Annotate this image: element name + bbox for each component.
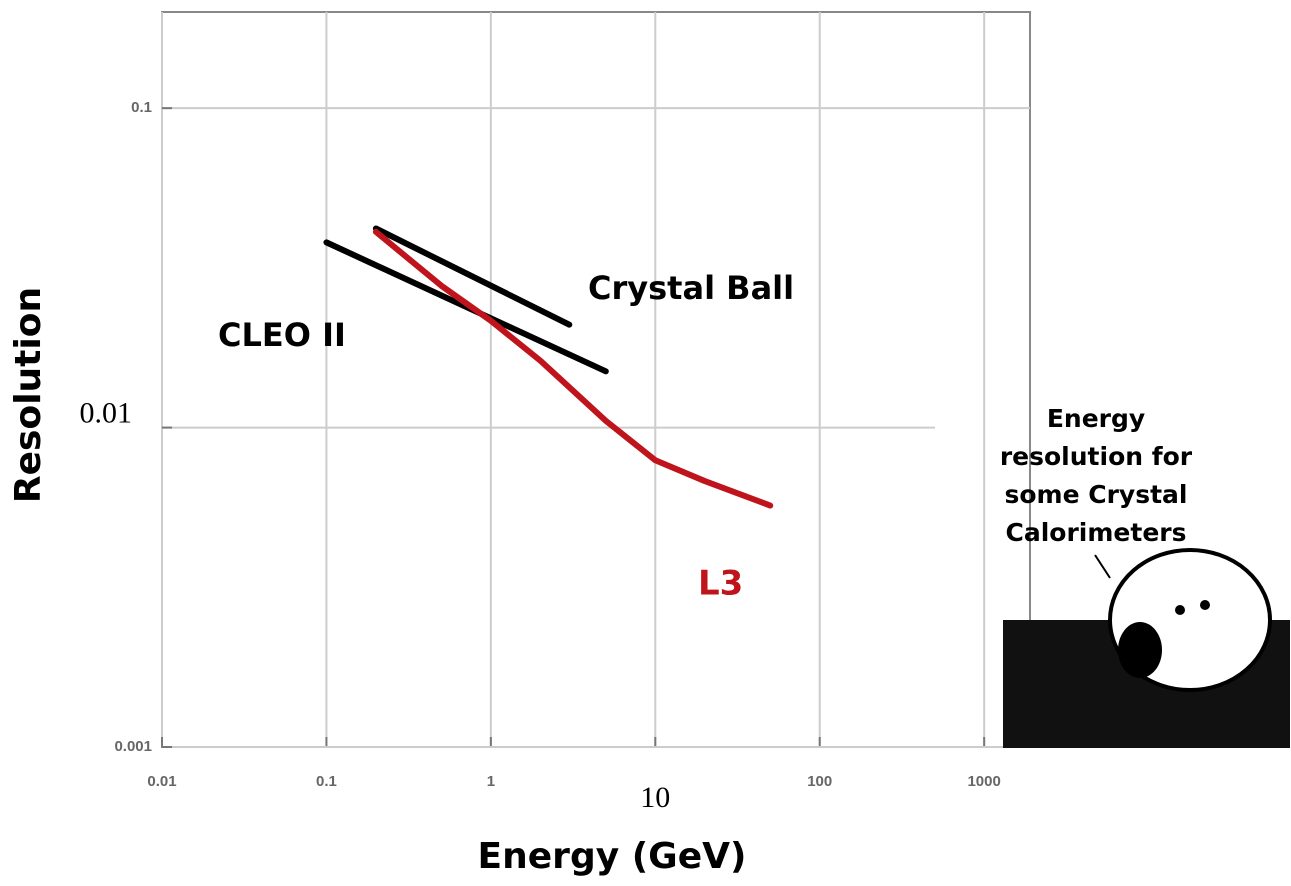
cartoon-eye	[1200, 600, 1210, 610]
x-tick-label: 1000	[967, 773, 1000, 790]
x-axis-label: Energy (GeV)	[478, 836, 747, 877]
annotation: Energy	[1047, 404, 1145, 433]
speech-pointer	[1094, 554, 1111, 579]
cartoon-mouth	[1118, 622, 1162, 678]
series-label: CLEO II	[218, 316, 346, 354]
series-line	[372, 228, 774, 509]
series-label: Crystal Ball	[588, 269, 794, 307]
cartoon-eye	[1175, 605, 1185, 615]
y-tick-label: 0.1	[131, 99, 152, 116]
annotation: some Crystal	[1004, 480, 1187, 509]
annotation: Calorimeters	[1006, 518, 1187, 547]
y-tick-label: 0.001	[114, 738, 152, 755]
series-line	[372, 225, 573, 328]
y-tick-label: 0.01	[80, 396, 133, 429]
cartoon	[1003, 548, 1290, 748]
x-tick-label: 100	[807, 773, 832, 790]
series-label: L3	[698, 564, 743, 604]
x-tick-label: 1	[487, 773, 495, 790]
x-tick-label: 10	[640, 781, 670, 814]
plot-frame	[161, 11, 1031, 748]
y-axis-label: Resolution	[8, 287, 49, 503]
annotation: resolution for	[1000, 442, 1193, 471]
x-tick-label: 0.01	[147, 773, 176, 790]
x-tick-label: 0.1	[316, 773, 337, 790]
